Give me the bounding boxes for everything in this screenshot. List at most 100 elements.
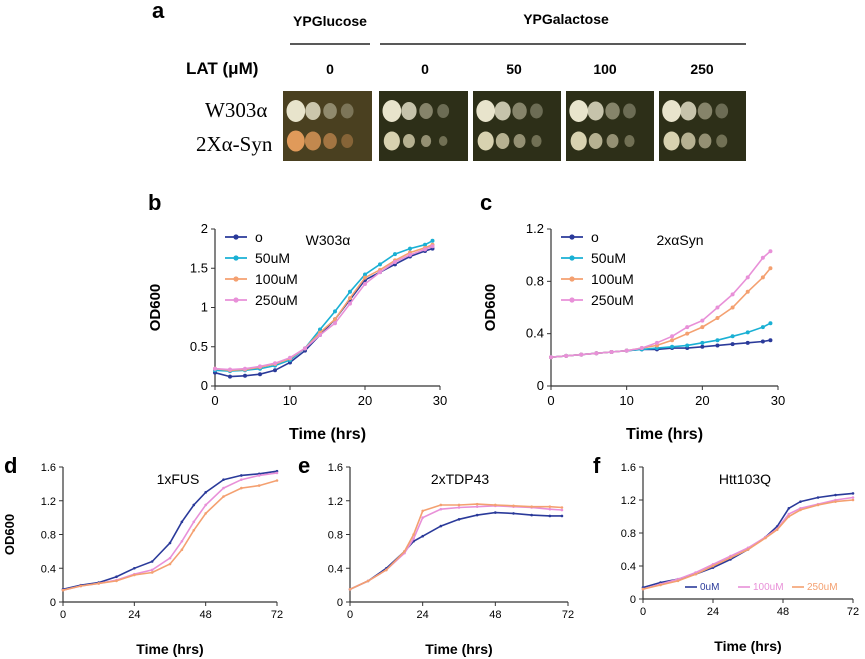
- yeast-spot: [715, 103, 729, 119]
- data-point: [787, 515, 791, 518]
- x-tick-label: 0: [547, 393, 554, 408]
- legend-label: 50uM: [591, 250, 626, 266]
- data-point: [760, 275, 765, 280]
- yeast-spot: [437, 104, 450, 118]
- data-point: [115, 579, 118, 583]
- panel-letter-e: e: [298, 453, 310, 478]
- yeast-spot: [587, 101, 604, 121]
- data-point: [421, 534, 424, 538]
- legend-marker: [233, 255, 239, 261]
- y-tick-label: 0: [50, 597, 56, 609]
- y-tick-label: 0: [537, 378, 544, 393]
- yeast-spot: [681, 132, 696, 150]
- data-point: [715, 305, 720, 310]
- data-point: [288, 355, 292, 360]
- y-tick-label: 0: [630, 594, 636, 606]
- data-point: [560, 508, 564, 512]
- legend-label: 100uM: [591, 271, 634, 287]
- panel-letter-a: a: [152, 0, 165, 23]
- yeast-spot: [382, 100, 402, 122]
- x-tick-label: 24: [128, 609, 140, 621]
- y-tick-label: 1.2: [328, 496, 343, 508]
- chart-e: e 2xTDP43 0 24 48 72 0 0.4 0.8 1.2 1.6 Time (hrs): [298, 453, 574, 657]
- x-tick-label: 24: [707, 606, 719, 618]
- series-line-0uM: [62, 470, 278, 591]
- data-point: [760, 325, 765, 330]
- data-point: [548, 507, 552, 511]
- data-point: [180, 548, 184, 551]
- y-tick-label: 0: [337, 597, 343, 609]
- data-point: [348, 301, 352, 306]
- data-point: [228, 367, 232, 372]
- data-point: [475, 513, 479, 517]
- data-point: [548, 514, 552, 518]
- data-point: [530, 505, 533, 508]
- x-tick-label: 48: [777, 606, 789, 618]
- data-point: [439, 524, 443, 528]
- data-point: [192, 503, 196, 507]
- chart-b: b W303α 0 10 20 30 0 0.5 1 1.5 2 Time (hrs) OD600 o 50…: [147, 190, 447, 443]
- data-point: [192, 528, 196, 532]
- yeast-spot: [323, 103, 337, 119]
- data-point: [494, 503, 497, 507]
- data-point: [594, 351, 599, 356]
- yeast-spot: [531, 135, 542, 147]
- yeast-spot: [570, 131, 587, 151]
- series-line-50uM: [214, 240, 433, 372]
- data-point: [512, 512, 515, 515]
- series-line-100uM: [62, 472, 278, 591]
- legend-label: o: [255, 229, 263, 245]
- x-tick-label: 0: [60, 609, 66, 621]
- yeast-spot: [716, 134, 728, 148]
- series-line-50uM: [550, 322, 771, 358]
- y-axis-label: OD600: [2, 514, 17, 555]
- y-tick-label: 0.8: [526, 273, 544, 288]
- data-point: [851, 498, 855, 502]
- data-point: [768, 321, 773, 326]
- data-point: [378, 270, 382, 275]
- series-line-250uM: [214, 245, 433, 371]
- data-point: [439, 503, 443, 507]
- yeast-spot: [476, 100, 496, 122]
- data-point: [659, 583, 662, 587]
- x-tick-label: 30: [433, 393, 447, 408]
- y-tick-label: 1.2: [621, 495, 636, 507]
- data-point: [564, 353, 569, 358]
- data-point: [851, 492, 855, 495]
- data-point: [180, 539, 184, 543]
- data-point: [549, 355, 553, 360]
- data-point: [97, 582, 100, 585]
- data-point: [222, 486, 225, 490]
- data-point: [676, 579, 680, 583]
- x-tick-label: 48: [200, 609, 212, 621]
- data-point: [799, 508, 802, 512]
- data-point: [393, 252, 397, 257]
- data-point: [363, 275, 367, 280]
- x-tick-label: 20: [695, 393, 709, 408]
- yeast-spot: [698, 133, 712, 149]
- data-point: [560, 506, 564, 509]
- yeast-spot: [401, 102, 417, 120]
- legend-label: o: [591, 229, 599, 245]
- panel-letter-d: d: [4, 453, 17, 478]
- x-axis-label: Time (hrs): [289, 426, 366, 443]
- data-point: [204, 503, 207, 507]
- data-point: [730, 305, 735, 310]
- data-point: [715, 338, 720, 343]
- data-point: [423, 242, 427, 247]
- data-point: [408, 246, 412, 251]
- data-point: [150, 571, 154, 574]
- yeast-spot: [623, 103, 636, 119]
- data-point: [222, 478, 225, 481]
- growth-curve-charts: b W303α 0 10 20 30 0 0.5 1 1.5 2 Time (hrs) OD600 o 50…: [2, 190, 859, 657]
- x-tick-label: 0: [347, 609, 353, 621]
- data-point: [150, 560, 154, 563]
- data-point: [333, 309, 337, 314]
- y-tick-label: 0.4: [328, 563, 343, 575]
- data-point: [851, 496, 855, 499]
- y-tick-label: 1.6: [328, 462, 343, 474]
- data-point: [475, 505, 479, 508]
- y-tick-label: 0.8: [328, 530, 343, 542]
- legend-marker: [233, 297, 239, 303]
- data-point: [385, 568, 388, 572]
